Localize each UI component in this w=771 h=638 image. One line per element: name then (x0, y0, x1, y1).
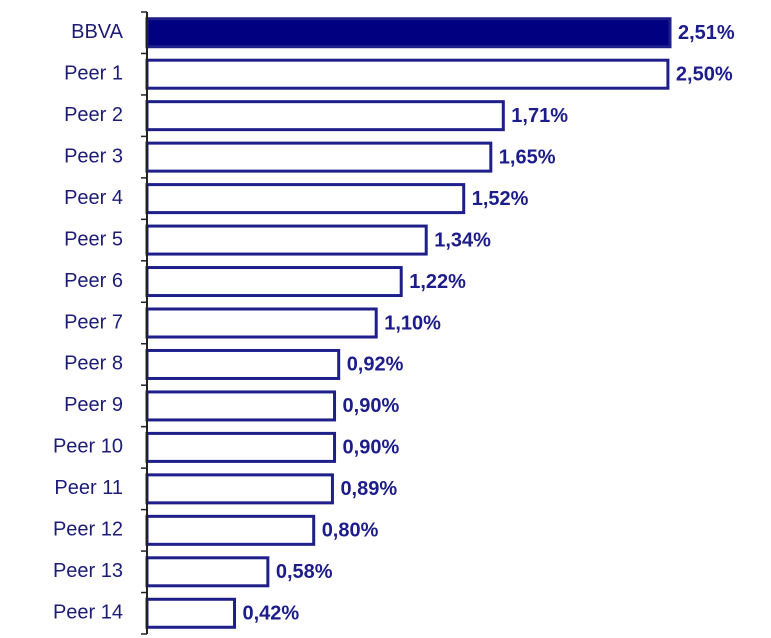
bar (145, 597, 237, 629)
category-label: Peer 13 (53, 560, 123, 582)
category-label: Peer 8 (64, 353, 123, 375)
value-label: 0,89% (340, 478, 397, 500)
bar (145, 266, 403, 298)
category-label: Peer 4 (64, 187, 123, 209)
value-label: 1,10% (384, 312, 441, 334)
value-label: 1,65% (499, 146, 556, 168)
value-label: 1,22% (409, 271, 466, 293)
category-label: Peer 11 (54, 477, 123, 499)
value-label: 0,90% (343, 395, 400, 417)
value-label: 0,58% (276, 561, 333, 583)
bar (145, 224, 428, 256)
category-label: Peer 12 (53, 519, 123, 541)
bar (145, 100, 505, 132)
value-label: 2,51% (678, 22, 735, 44)
category-label: Peer 2 (64, 104, 123, 126)
category-label: Peer 7 (64, 311, 123, 333)
category-label: Peer 9 (64, 394, 123, 416)
value-label: 0,92% (347, 354, 404, 376)
value-label: 2,50% (676, 63, 733, 85)
bar (145, 556, 270, 588)
category-label: Peer 10 (53, 436, 123, 458)
value-label: 0,80% (322, 520, 379, 542)
bar (145, 17, 672, 49)
value-label: 1,34% (434, 229, 491, 251)
category-label: BBVA (71, 21, 124, 43)
value-label: 0,42% (243, 603, 300, 625)
category-label: Peer 5 (64, 228, 123, 250)
bar (145, 58, 670, 90)
category-label: Peer 3 (64, 145, 123, 167)
bar (145, 307, 378, 339)
bar (145, 390, 337, 422)
bar (145, 183, 466, 215)
bar (145, 473, 334, 505)
bar (145, 431, 337, 463)
category-label: Peer 1 (64, 62, 123, 84)
value-label: 1,52% (472, 188, 529, 210)
bar (145, 141, 493, 173)
category-label: Peer 14 (53, 602, 123, 624)
bar (145, 348, 341, 380)
category-label: Peer 6 (64, 270, 123, 292)
bar (145, 514, 316, 546)
value-label: 1,71% (511, 105, 568, 127)
value-label: 0,90% (343, 437, 400, 459)
